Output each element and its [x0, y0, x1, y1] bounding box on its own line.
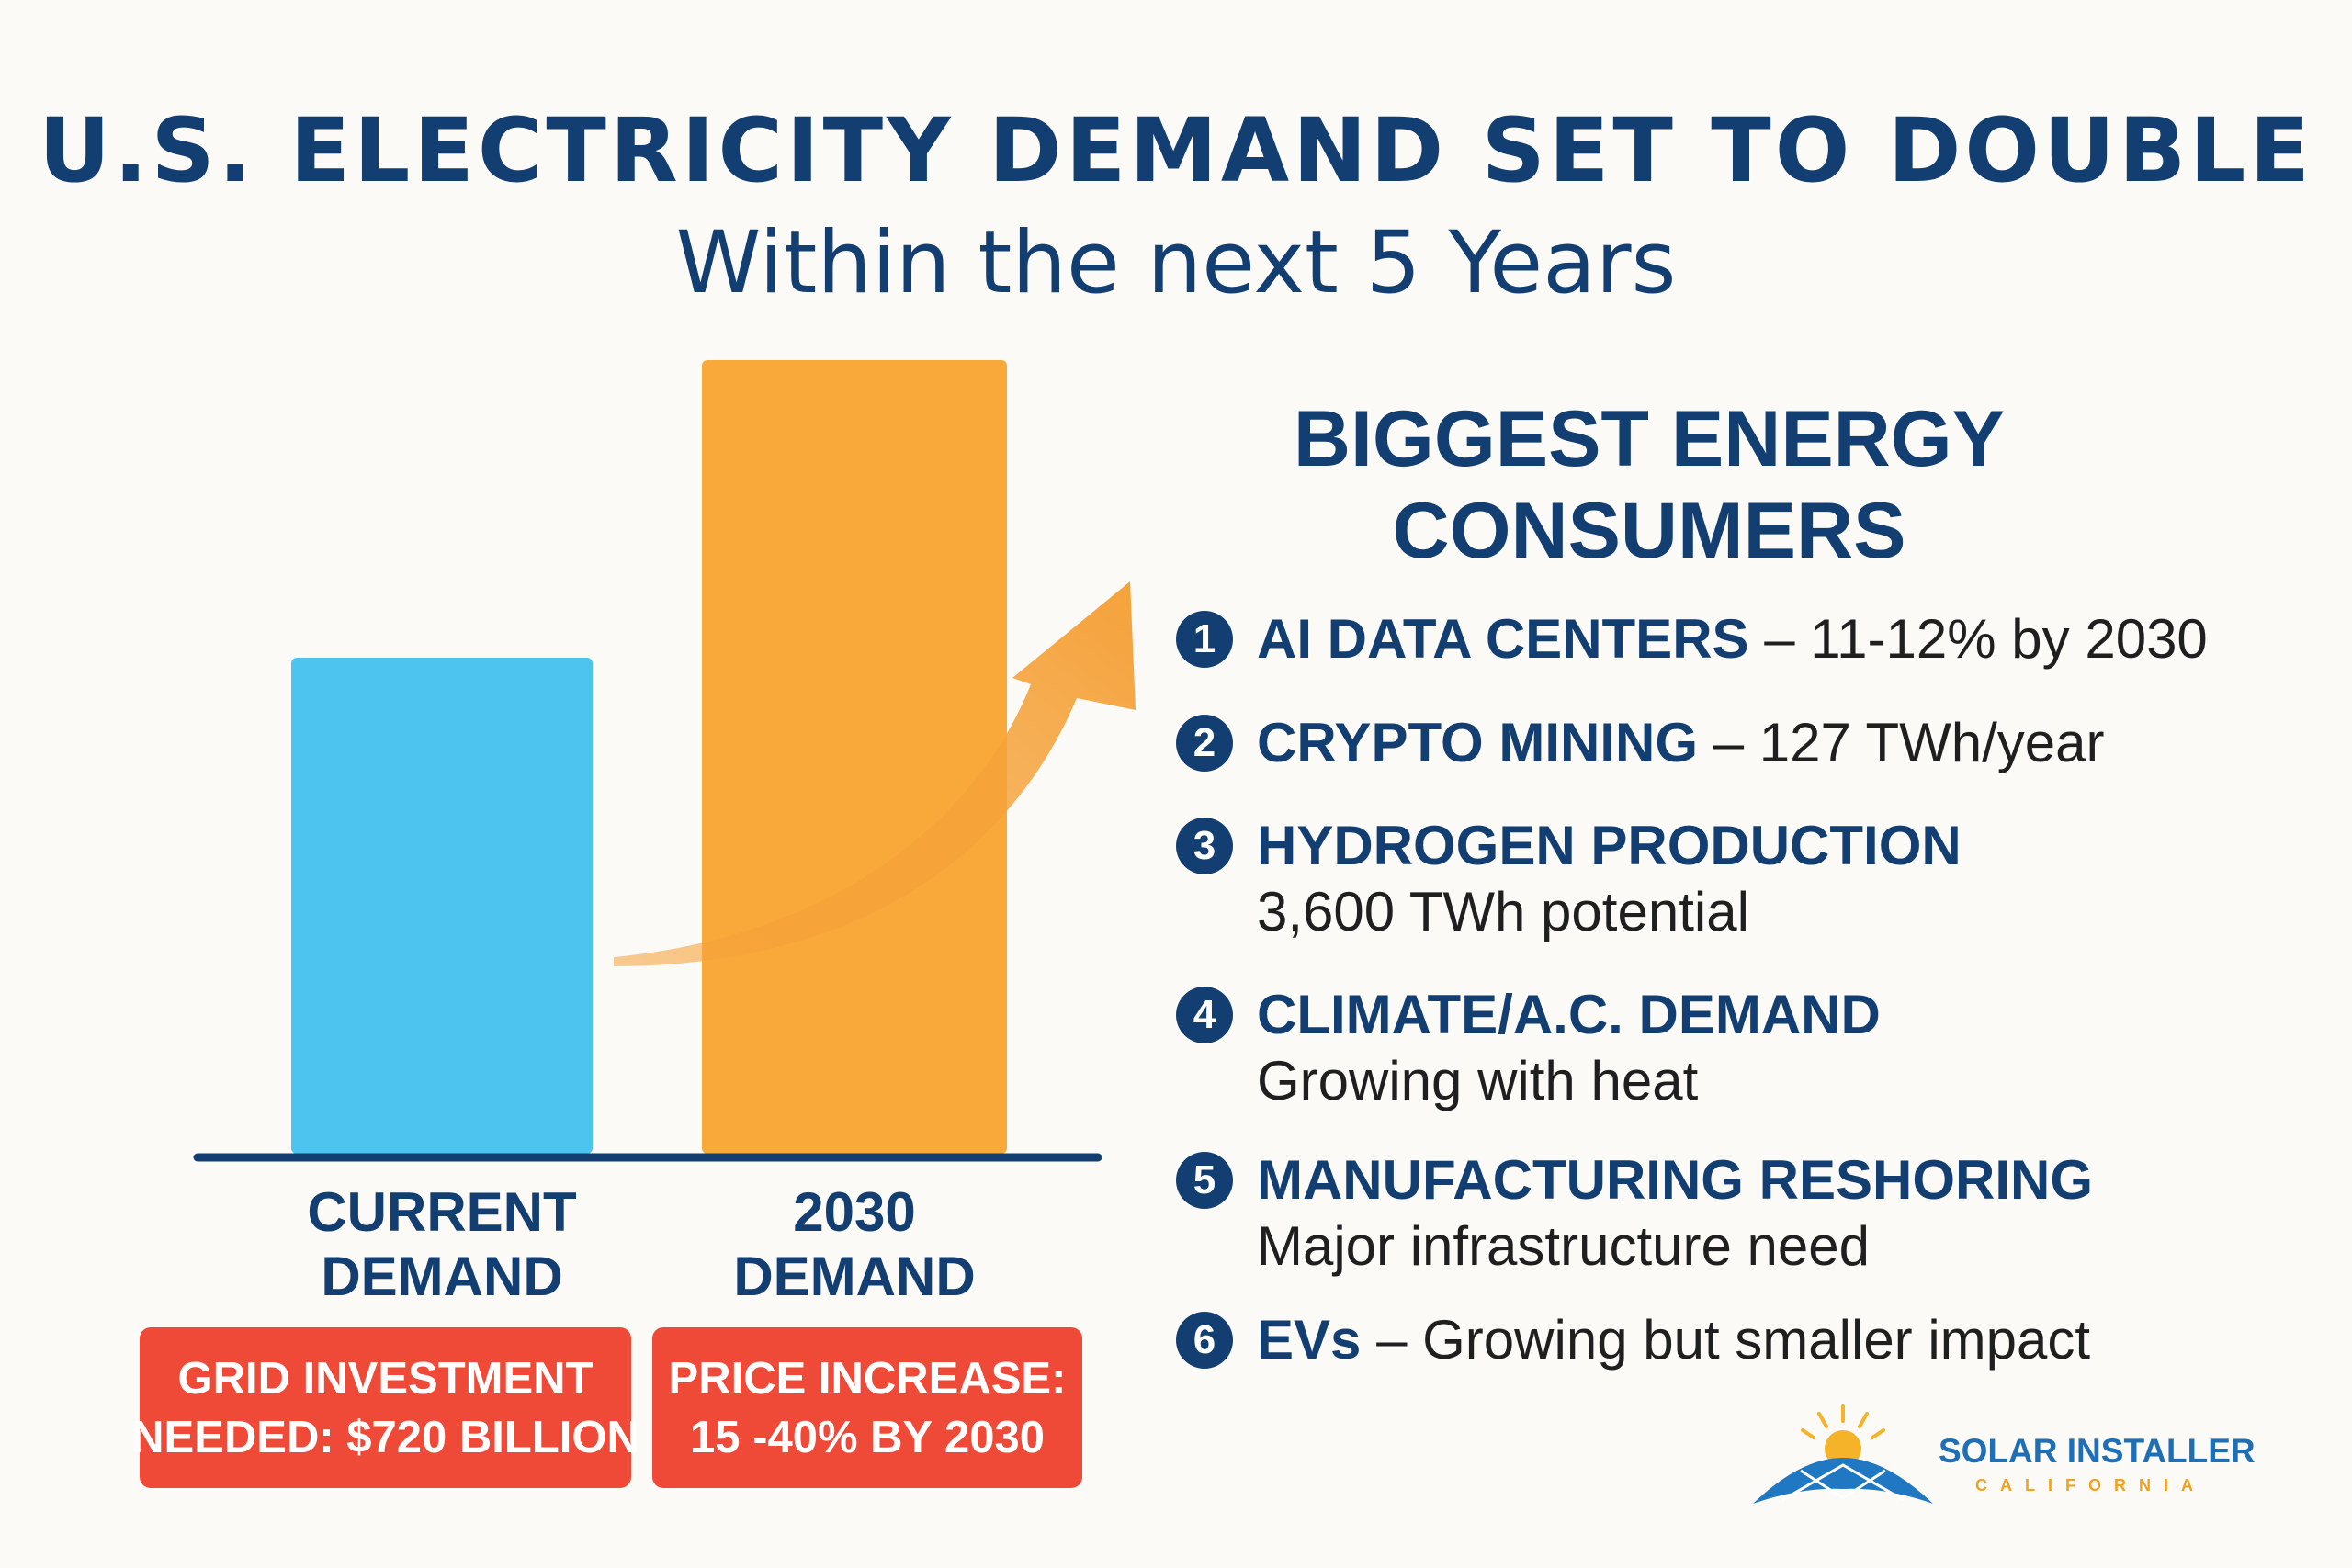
consumer-subline: Growing with heat	[1257, 1050, 1699, 1111]
consumer-name: CLIMATE/A.C. DEMAND	[1257, 984, 1881, 1045]
consumer-line: MANUFACTURING RESHORING	[1257, 1148, 2093, 1213]
consumers-title-line1: BIGGEST ENERGY	[1293, 395, 2006, 483]
consumer-separator: –	[1748, 608, 1811, 670]
callout-grid-investment-line2: NEEDED: $720 BILLION	[131, 1412, 639, 1462]
consumer-name: EVs	[1257, 1309, 1362, 1371]
consumer-subline: 3,600 TWh potential	[1257, 881, 1749, 942]
bar-label-2030: 2030 DEMAND	[671, 1180, 1038, 1309]
consumer-line: CLIMATE/A.C. DEMAND	[1257, 983, 1881, 1047]
callout-price-increase-line2: 15 -40% BY 2030	[690, 1412, 1045, 1462]
sun-icon	[1801, 1404, 1885, 1467]
consumer-separator: –	[1361, 1309, 1423, 1371]
logo-name: SOLAR INSTALLER	[1939, 1432, 2256, 1470]
number-badge-icon: 3	[1176, 818, 1233, 874]
solar-panel-sun-icon	[1753, 1404, 1933, 1504]
bar-label-2030-line2: DEMAND	[733, 1246, 976, 1307]
number-badge-icon: 4	[1176, 987, 1233, 1043]
consumer-name: MANUFACTURING RESHORING	[1257, 1149, 2093, 1211]
consumer-line: EVs – Growing but smaller impact	[1257, 1308, 2090, 1372]
callout-grid-investment-line1: GRID INVESTMENT	[177, 1353, 594, 1404]
consumer-detail: 11-12% by 2030	[1810, 608, 2208, 670]
consumer-detail: 127 TWh/year	[1758, 712, 2105, 773]
bar-label-current-line2: DEMAND	[321, 1246, 563, 1307]
callout-price-increase: PRICE INCREASE: 15 -40% BY 2030	[652, 1327, 1082, 1488]
headline: U.S. ELECTRICITY DEMAND SET TO DOUBLE	[39, 99, 2313, 202]
consumers-title-line2: CONSUMERS	[1392, 487, 1906, 575]
bar-current-demand	[291, 658, 593, 1154]
consumer-line: AI DATA CENTERS – 11-12% by 2030	[1257, 607, 2208, 671]
consumer-line: CRYPTO MINING – 127 TWh/year	[1257, 711, 2104, 775]
number-badge-icon: 6	[1176, 1312, 1233, 1369]
number-badge-icon: 1	[1176, 611, 1233, 668]
callout-price-increase-line1: PRICE INCREASE:	[668, 1353, 1067, 1404]
consumer-detail: Growing but smaller impact	[1422, 1309, 2091, 1371]
subheadline: Within the next 5 Years	[675, 213, 1677, 313]
consumer-line: HYDROGEN PRODUCTION	[1257, 814, 1962, 878]
number-badge-icon: 5	[1176, 1152, 1233, 1209]
bar-label-current: CURRENT DEMAND	[258, 1180, 626, 1309]
callout-grid-investment: GRID INVESTMENT NEEDED: $720 BILLION	[131, 1327, 639, 1488]
logo-subtitle: CALIFORNIA	[1975, 1476, 2206, 1495]
bar-label-2030-line1: 2030	[793, 1181, 916, 1243]
number-badge-icon: 2	[1176, 715, 1233, 772]
consumer-name: CRYPTO MINING	[1257, 712, 1699, 773]
bar-2030-demand	[702, 360, 1007, 1154]
consumer-separator: –	[1698, 712, 1759, 773]
consumers-title: BIGGEST ENERGY CONSUMERS	[1282, 393, 2017, 577]
consumer-subline: Major infrastructure need	[1257, 1215, 1870, 1277]
consumer-name: HYDROGEN PRODUCTION	[1257, 815, 1962, 876]
consumer-name: AI DATA CENTERS	[1257, 608, 1749, 670]
bar-label-current-line1: CURRENT	[307, 1181, 577, 1243]
brand-logo: SOLAR INSTALLER CALIFORNIA	[1746, 1401, 2260, 1511]
demand-bar-chart	[193, 360, 1136, 1162]
growth-arrow-icon	[614, 581, 1136, 966]
panel-icon	[1753, 1458, 1933, 1504]
